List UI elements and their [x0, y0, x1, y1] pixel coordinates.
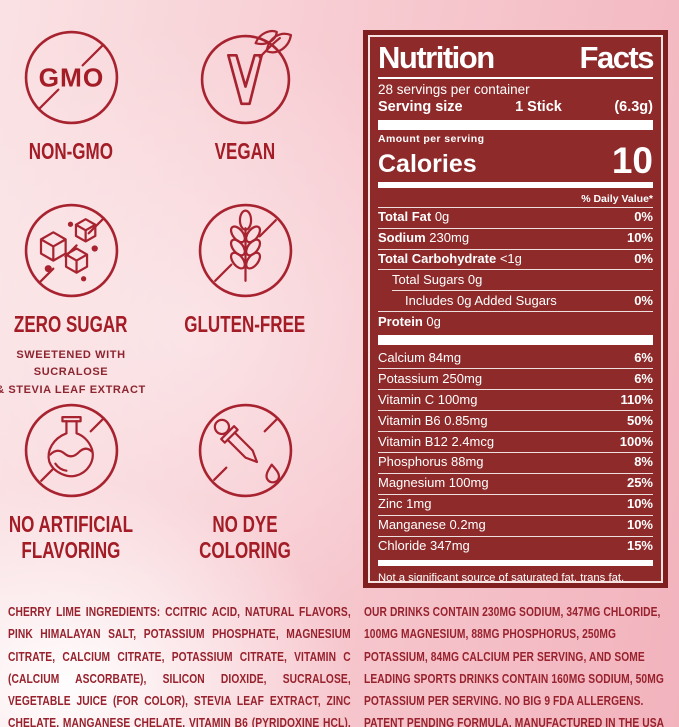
- divider-hairline: [392, 290, 653, 292]
- divider-hairline: [378, 514, 653, 516]
- divider-hairline: [378, 431, 653, 432]
- badge-label: VEGAN: [214, 138, 276, 164]
- micronutrient-row: Magnesium 100mg 25%: [378, 475, 653, 491]
- micronutrient-row: Calcium 84mg 6%: [378, 349, 653, 365]
- divider-hairline: [378, 227, 653, 229]
- nutrient-row: Protein 0g: [378, 313, 441, 329]
- nutrition-facts-panel: Nutrition Facts 28 servings per containe…: [363, 30, 668, 588]
- badge-label: NON-GMO: [28, 138, 114, 164]
- servings-per-container: 28 servings per container: [378, 81, 530, 97]
- ingredients-paragraph: CHERRY LIME INGREDIENTS: CCITRIC ACID, N…: [8, 601, 351, 727]
- divider-medium: [378, 559, 653, 566]
- nutrient-row: Total Fat 0g 0%: [378, 209, 653, 225]
- gmo-crossed-icon: GMO: [24, 30, 118, 125]
- amount-per-serving: Amount per serving: [378, 133, 485, 146]
- nutrient-row: Sodium 230mg 10%: [378, 230, 653, 246]
- badge-label: GLUTEN-FREE: [184, 311, 306, 337]
- badge-zero-sugar: ZERO SUGAR SWEETENED WITH SUCRALOSE & ST…: [0, 200, 161, 400]
- micronutrient-row: Chloride 347mg 15%: [378, 538, 653, 554]
- nutrition-title-word1: Nutrition: [378, 40, 495, 75]
- flask-crossed-icon: [24, 403, 118, 498]
- serving-size-weight: (6.3g): [614, 99, 653, 116]
- badge-no-artificial-flavoring: NO ARTIFICIAL FLAVORING: [0, 400, 161, 564]
- not-significant-note: Not a significant source of saturated fa…: [378, 571, 625, 583]
- badge-label: NO DYE COLORING: [199, 511, 291, 563]
- badge-sublabel: SWEETENED WITH SUCRALOSE & STEVIA LEAF E…: [0, 348, 146, 396]
- micronutrient-row: Vitamin C 100mg 110%: [378, 391, 653, 407]
- calories-label: Calories: [378, 150, 477, 179]
- serving-size-row: Serving size 1 Stick (6.3g): [378, 98, 653, 117]
- daily-value-header: % Daily Value*: [581, 192, 653, 205]
- calories-row: Calories 10: [378, 140, 653, 182]
- divider-hairline: [378, 451, 653, 453]
- ingredients-body: CCITRIC ACID, NATURAL FLAVORS, PINK HIMA…: [8, 605, 351, 727]
- nutrient-row: Total Sugars 0g: [392, 271, 483, 287]
- badge-label: ZERO SUGAR: [14, 311, 128, 337]
- nutrition-title-word2: Facts: [579, 40, 655, 75]
- divider-hairline: [378, 206, 653, 208]
- badge-non-gmo: GMO NON-GMO: [0, 27, 161, 165]
- divider-hairline: [378, 269, 653, 271]
- divider-thick: [378, 335, 653, 346]
- micronutrient-row: Zinc 1mg 10%: [378, 496, 653, 512]
- ingredients-lead: CHERRY LIME INGREDIENTS:: [8, 605, 161, 619]
- serving-size-label: Serving size: [378, 99, 463, 116]
- divider-hairline: [378, 472, 653, 474]
- serving-size-value: 1 Stick: [515, 99, 562, 116]
- sugar-cubes-crossed-icon: [24, 203, 118, 298]
- micronutrient-row: Potassium 250mg 6%: [378, 370, 653, 386]
- vegan-leaf-icon: [200, 29, 292, 125]
- badge-vegan: VEGAN: [155, 27, 335, 165]
- micronutrient-row: Phosphorus 88mg 8%: [378, 454, 653, 470]
- divider-thick: [378, 120, 653, 131]
- divider-medium: [378, 181, 653, 188]
- calories-value: 10: [611, 140, 653, 182]
- nutrition-facts-inner: Nutrition Facts 28 servings per containe…: [368, 35, 663, 583]
- disclaimer-paragraph: OUR DRINKS CONTAIN 230MG SODIUM, 347MG C…: [364, 605, 664, 727]
- gmo-icon-text: GMO: [38, 63, 104, 93]
- micronutrient-row: Manganese 0.2mg 10%: [378, 517, 653, 533]
- nutrition-title: Nutrition Facts: [378, 40, 655, 79]
- divider-hairline: [378, 493, 653, 495]
- badge-no-dye-coloring: NO DYE COLORING: [155, 400, 335, 564]
- nutrient-row: Total Carbohydrate <1g 0%: [378, 251, 653, 266]
- divider-hairline: [378, 535, 653, 537]
- wheat-crossed-icon: [198, 203, 292, 298]
- divider-hairline: [378, 368, 653, 370]
- badge-gluten-free: GLUTEN-FREE: [155, 200, 335, 338]
- nutrient-row: Includes 0g Added Sugars 0%: [405, 292, 653, 308]
- divider-hairline: [378, 248, 653, 250]
- divider-hairline: [378, 389, 653, 391]
- micronutrient-row: Vitamin B12 2.4mcg 100%: [378, 433, 653, 449]
- micronutrient-row: Vitamin B6 0.85mg 50%: [378, 412, 653, 428]
- badge-label: NO ARTIFICIAL FLAVORING: [8, 511, 134, 563]
- divider-hairline: [378, 311, 653, 313]
- dropper-crossed-icon: [198, 403, 292, 498]
- divider-hairline: [378, 410, 653, 412]
